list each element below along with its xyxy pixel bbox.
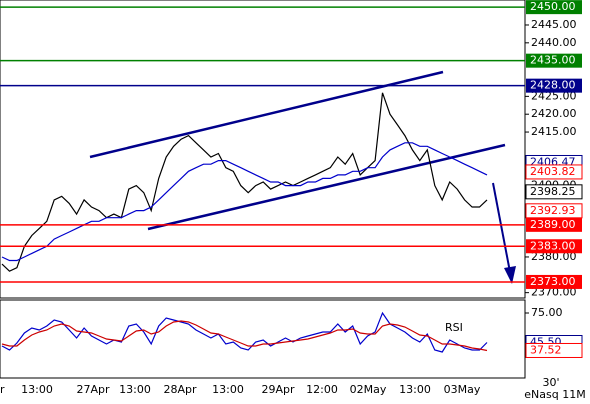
level-label: 2403.82 (530, 165, 576, 178)
level-tag (525, 164, 583, 180)
level-tag (526, 274, 582, 289)
rsi-line (1, 320, 488, 352)
rsi-line (1, 311, 488, 353)
y-tick-label: 2445.00 (531, 18, 577, 31)
x-tick-label: r (0, 383, 5, 396)
price-panel (0, 0, 526, 299)
level-label: 2428.00 (530, 79, 576, 92)
y-tick-label: 75.00 (531, 306, 563, 319)
rsi-panel (0, 299, 526, 379)
level-label: 2398.25 (530, 185, 576, 198)
level-label: 2373.00 (530, 275, 576, 288)
y-tick-label: 2440.00 (531, 36, 577, 49)
level-tag (526, 53, 582, 68)
x-tick-label: 03May (444, 383, 481, 396)
level-label: 2389.00 (530, 218, 576, 231)
y-tick-label: 2420.00 (531, 107, 577, 120)
level-tag (525, 203, 583, 219)
level-label: 2435.00 (530, 54, 576, 67)
level-tag (526, 0, 582, 15)
x-tick-label: 13:00 (399, 383, 431, 396)
x-tick-label: 02May (350, 383, 387, 396)
level-label: 37.52 (530, 343, 562, 356)
x-tick-label: 13:00 (119, 383, 151, 396)
footer-text: eNasq 11M (524, 388, 585, 400)
x-tick-label: 27Apr (76, 383, 110, 396)
x-tick-label: 12:00 (306, 383, 338, 396)
level-tag (526, 217, 582, 232)
x-tick-label: 13:00 (212, 383, 244, 396)
level-label: 2450.00 (530, 0, 576, 13)
level-tag (525, 342, 583, 358)
level-tag (525, 184, 583, 200)
y-tick-label: 2415.00 (531, 125, 577, 138)
x-tick-label: 13:00 (21, 383, 53, 396)
footer-text: 30' (542, 376, 559, 389)
price-line (1, 92, 488, 272)
level-label: 2392.93 (530, 204, 576, 217)
arrow-head (504, 266, 516, 284)
trend-line (147, 143, 506, 231)
level-label: 2383.00 (530, 239, 576, 252)
level-tag (526, 78, 582, 93)
rsi-label: RSI (445, 321, 463, 334)
level-tag (526, 239, 582, 254)
x-tick-label: 28Apr (163, 383, 197, 396)
x-tick-label: 29Apr (261, 383, 295, 396)
arrow (492, 182, 511, 273)
